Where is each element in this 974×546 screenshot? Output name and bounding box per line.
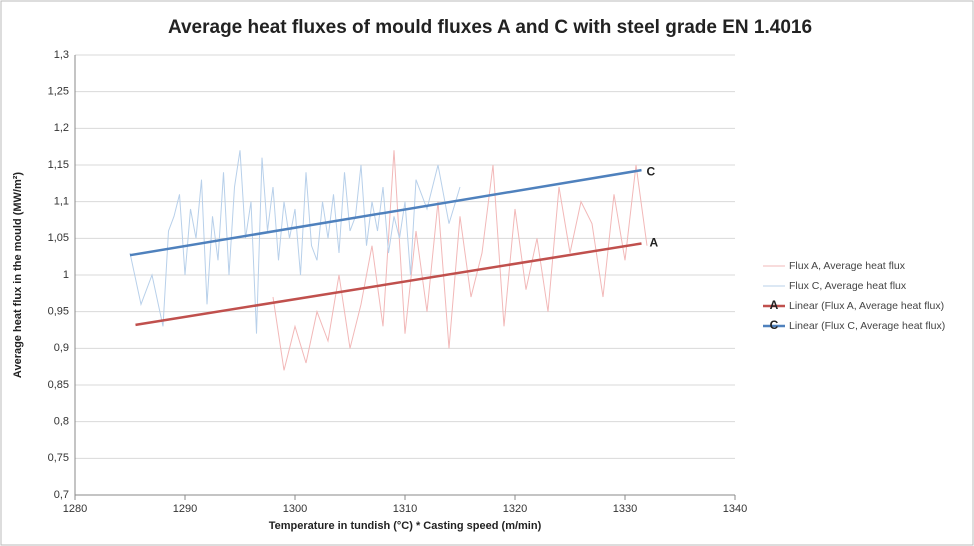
y-tick-label: 1,25 [48,86,69,98]
x-tick-label: 1290 [173,503,197,515]
series-line [272,150,648,371]
x-tick-label: 1300 [283,503,307,515]
y-axis-title: Average heat flux in the mould (MW/m²) [12,172,24,378]
y-tick-label: 0,7 [54,489,69,501]
chart-title: Average heat fluxes of mould fluxes A an… [168,17,812,38]
x-axis-title: Temperature in tundish (°C) * Casting sp… [269,520,542,532]
annotation: C [647,164,656,178]
x-tick-label: 1340 [723,503,747,515]
annotation: A [650,236,659,250]
series-line [129,150,461,334]
legend-label: Flux A, Average heat flux [789,260,906,272]
x-tick-label: 1310 [393,503,417,515]
y-tick-label: 0,8 [54,416,69,428]
series-line [129,168,642,257]
y-tick-label: 0,75 [48,452,69,464]
x-tick-label: 1320 [503,503,527,515]
legend-letter: C [770,318,779,332]
y-tick-label: 1,3 [54,49,69,61]
legend-label: Linear (Flux C, Average heat flux) [789,320,945,332]
legend-letter: A [770,298,779,312]
x-tick-label: 1280 [63,503,87,515]
series-line [135,242,642,327]
y-tick-label: 0,9 [54,342,69,354]
x-tick-label: 1330 [613,503,637,515]
y-tick-label: 0,95 [48,306,69,318]
legend-label: Flux C, Average heat flux [789,280,907,292]
y-tick-label: 1,2 [54,122,69,134]
legend-label: Linear (Flux A, Average heat flux) [789,300,944,312]
y-tick-label: 1 [63,269,69,281]
y-tick-label: 0,85 [48,379,69,391]
y-tick-label: 1,1 [54,196,69,208]
y-tick-label: 1,15 [48,159,69,171]
y-tick-label: 1,05 [48,232,69,244]
